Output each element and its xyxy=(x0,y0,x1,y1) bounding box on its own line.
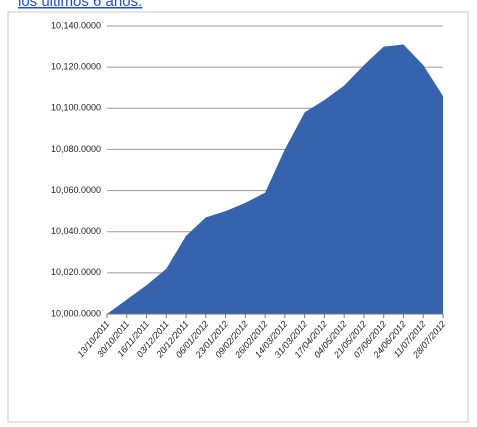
y-tick-label: 10,120.0000 xyxy=(51,62,101,72)
y-tick-label: 10,060.0000 xyxy=(51,185,101,195)
y-tick-label: 10,100.0000 xyxy=(51,103,101,113)
y-tick-label: 10,020.0000 xyxy=(51,267,101,277)
y-tick-label: 10,000.0000 xyxy=(51,308,101,318)
y-tick-label: 10,080.0000 xyxy=(51,144,101,154)
y-tick-label: 10,040.0000 xyxy=(51,226,101,236)
y-tick-label: 10,140.0000 xyxy=(51,20,101,30)
area xyxy=(107,44,443,315)
header-link[interactable]: los últimos 6 años: xyxy=(18,0,142,10)
